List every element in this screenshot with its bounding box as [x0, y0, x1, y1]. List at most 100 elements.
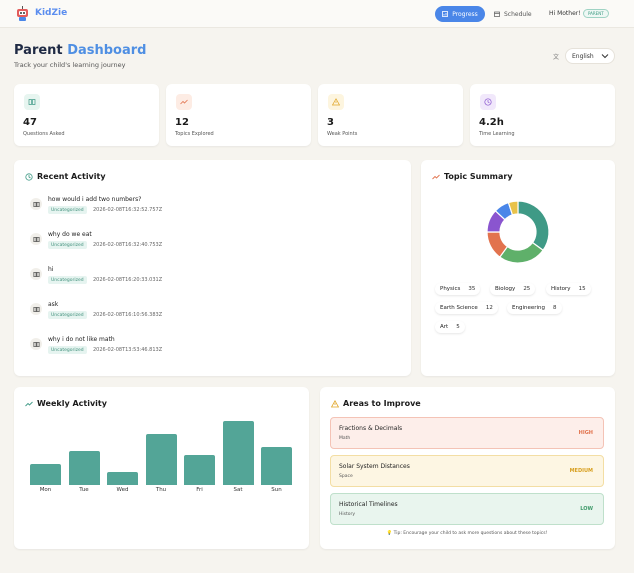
activity-item[interactable]: why do we eat Uncategorized 2026-02-08T1…: [30, 231, 390, 257]
progress-tab[interactable]: Progress: [435, 6, 485, 22]
improve-item-title: Historical Timelines: [339, 501, 398, 508]
topic-pill[interactable]: Biology 25: [490, 283, 536, 295]
day-label-thu: Thu: [155, 487, 167, 493]
topic-name: Physics: [440, 286, 461, 292]
areas-title-text: Areas to Improve: [343, 399, 421, 408]
warning-icon: [328, 94, 344, 110]
improve-item-subject: Math: [339, 436, 351, 441]
activity-timestamp: 2026-02-08T13:53:46.813Z: [93, 347, 163, 353]
improve-tip-text: Tip: Encourage your child to ask more qu…: [393, 531, 548, 536]
schedule-tab[interactable]: Schedule: [494, 6, 532, 22]
book-icon: [30, 268, 42, 280]
day-label-fri: Fri: [196, 487, 203, 493]
topic-name: Earth Science: [440, 305, 478, 311]
recent-activity-title-text: Recent Activity: [37, 172, 106, 181]
activity-question: why do we eat: [48, 231, 92, 238]
activity-question: hi: [48, 266, 54, 273]
activity-timestamp: 2026-02-08T16:10:56.383Z: [93, 312, 163, 318]
areas-to-improve-card: Areas to Improve Fractions & Decimals Ma…: [320, 387, 615, 549]
stat-label: Time Learning: [479, 131, 515, 137]
topic-count: 12: [485, 305, 493, 311]
day-label-sun: Sun: [271, 487, 282, 493]
improve-item[interactable]: Fractions & Decimals Math HIGH: [330, 417, 604, 449]
trending-icon: [432, 174, 440, 179]
weekly-activity-title: Weekly Activity: [25, 399, 107, 408]
topic-summary-title: Topic Summary: [432, 172, 513, 181]
activity-item[interactable]: why i do not like math Uncategorized 202…: [30, 336, 390, 362]
priority-badge: LOW: [580, 506, 593, 512]
chart-icon: [442, 11, 449, 17]
topic-count: 25: [523, 286, 531, 292]
category-tag: Uncategorized: [48, 276, 87, 284]
priority-badge: HIGH: [578, 430, 593, 436]
category-tag: Uncategorized: [48, 241, 87, 249]
stat-card-weak-points: 3 Weak Points: [318, 84, 463, 146]
topic-pill[interactable]: Physics 35: [435, 283, 481, 295]
stat-value: 4.2h: [479, 117, 504, 128]
topic-name: Art: [440, 324, 449, 330]
topic-donut-chart: [486, 200, 550, 264]
calendar-icon: [494, 11, 500, 17]
schedule-tab-label: Schedule: [504, 10, 532, 18]
day-label-sat: Sat: [233, 487, 243, 493]
top-navbar: KidZie Progress Schedule Hi Mother! PARE…: [0, 0, 634, 28]
translate-icon: 文: [553, 54, 560, 61]
activity-item[interactable]: ask Uncategorized 2026-02-08T16:10:56.38…: [30, 301, 390, 327]
bar-sun: [261, 446, 292, 485]
lightbulb-icon: 💡: [386, 531, 393, 536]
topic-pill[interactable]: History 15: [546, 283, 591, 295]
page-title-part1: Parent: [14, 43, 63, 58]
improve-item[interactable]: Historical Timelines History LOW: [330, 493, 604, 525]
day-label-wed: Wed: [116, 487, 129, 493]
weekly-activity-card: Weekly Activity Mon Tue Wed Thu Fri Sat Sun: [14, 387, 309, 549]
weekly-activity-title-text: Weekly Activity: [37, 399, 107, 408]
activity-timestamp: 2026-02-08T16:32:52.757Z: [93, 207, 163, 213]
topic-count: 35: [468, 286, 476, 292]
app-name[interactable]: KidZie: [35, 8, 68, 18]
stat-value: 47: [23, 117, 37, 128]
book-icon: [30, 338, 42, 350]
clock-icon: [25, 172, 33, 181]
bar-tue: [68, 450, 100, 485]
improve-tip: 💡 Tip: Encourage your child to ask more …: [320, 531, 614, 536]
role-badge: PARENT: [583, 9, 609, 18]
category-tag: Uncategorized: [48, 346, 87, 354]
topic-pill[interactable]: Art 5: [435, 321, 465, 333]
stat-label: Questions Asked: [23, 131, 65, 137]
improve-item-title: Solar System Distances: [339, 463, 410, 470]
robot-logo-icon: [17, 6, 28, 21]
category-tag: Uncategorized: [48, 311, 87, 319]
recent-activity-card: Recent Activity how would i add two numb…: [14, 160, 411, 376]
user-greeting: Hi Mother!: [549, 10, 581, 17]
topic-name: History: [551, 286, 571, 292]
language-select-value: English: [572, 52, 594, 60]
page-title-part2: Dashboard: [67, 43, 147, 58]
language-select[interactable]: English: [565, 48, 615, 64]
stat-card-topics: 12 Topics Explored: [166, 84, 311, 146]
improve-item-subject: Space: [339, 474, 353, 479]
topic-pill[interactable]: Earth Science 12: [435, 302, 498, 314]
activity-timestamp: 2026-02-08T16:32:40.753Z: [93, 242, 163, 248]
stat-value: 12: [175, 117, 189, 128]
topic-count: 5: [456, 324, 460, 330]
stat-label: Weak Points: [327, 131, 358, 137]
weekly-bar-chart: Mon Tue Wed Thu Fri Sat Sun: [14, 387, 309, 549]
bar-mon: [30, 463, 61, 485]
page-title: Parent Dashboard: [14, 43, 146, 58]
activity-item[interactable]: how would i add two numbers? Uncategoriz…: [30, 196, 390, 222]
topic-pill[interactable]: Engineering 8: [507, 302, 562, 314]
topic-summary-title-text: Topic Summary: [444, 172, 513, 181]
trending-icon: [176, 94, 192, 110]
bar-wed: [107, 472, 138, 485]
topic-count: 15: [578, 286, 586, 292]
improve-item[interactable]: Solar System Distances Space MEDIUM: [330, 455, 604, 487]
stat-card-time: 4.2h Time Learning: [470, 84, 615, 146]
book-icon: [24, 94, 40, 110]
book-icon: [30, 198, 42, 210]
progress-tab-label: Progress: [452, 10, 478, 18]
activity-item[interactable]: hi Uncategorized 2026-02-08T16:20:33.031…: [30, 266, 390, 292]
day-label-mon: Mon: [39, 487, 52, 493]
priority-badge: MEDIUM: [569, 468, 593, 474]
activity-question: ask: [48, 301, 59, 308]
topic-name: Biology: [495, 286, 516, 292]
